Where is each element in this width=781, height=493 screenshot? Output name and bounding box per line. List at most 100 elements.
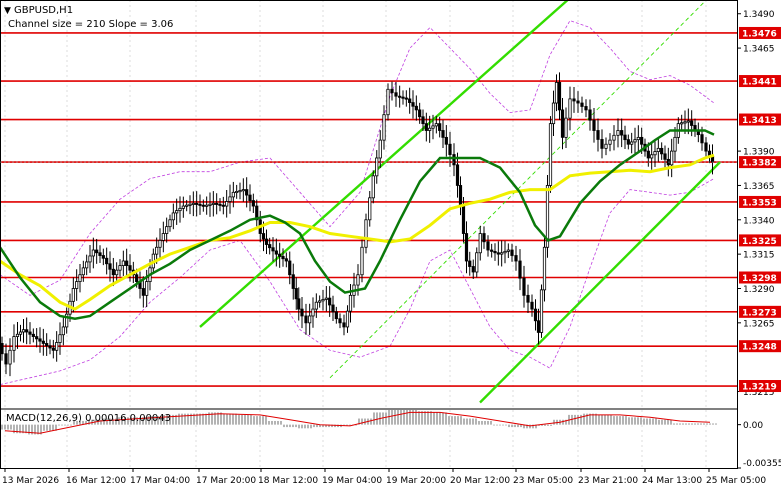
time-axis: 13 Mar 2026 16 Mar 12:00 17 Mar 04:00 17 Ma…	[2, 468, 766, 486]
macd-bar	[607, 414, 609, 425]
macd-bar	[4, 424, 6, 430]
macd-bar	[394, 410, 396, 425]
candle-body	[291, 274, 295, 289]
macd-bar	[52, 424, 54, 431]
macd-bar	[124, 417, 126, 425]
macd-bar	[391, 410, 393, 425]
candle-body	[510, 249, 514, 256]
symbol-dropdown-icon[interactable]: ▼	[4, 6, 11, 16]
macd-bar	[25, 424, 27, 434]
y-tick-label: 1.3340	[743, 216, 775, 226]
candle-body	[496, 252, 500, 255]
macd-bar	[184, 413, 186, 425]
macd-bar	[235, 413, 237, 425]
macd-bar	[403, 410, 405, 425]
macd-bar	[286, 424, 288, 428]
candle-body	[175, 210, 179, 214]
candle-body	[604, 143, 608, 149]
candle-body	[592, 119, 596, 131]
candle-body	[0, 343, 4, 355]
macd-bar	[46, 424, 48, 431]
candle-body	[438, 123, 442, 131]
macd-bar	[283, 424, 285, 428]
macd-bar	[154, 416, 156, 425]
macd-bar	[88, 419, 90, 425]
candle-body	[670, 150, 674, 166]
y-tick-label: 1.3265	[743, 319, 775, 329]
candle-body	[533, 308, 538, 322]
macd-bar	[160, 416, 162, 425]
candle-body	[65, 313, 69, 328]
macd-bar	[445, 412, 447, 425]
macd-bar	[697, 423, 699, 425]
level-label: 1.3382	[742, 159, 777, 169]
candle-body	[128, 265, 132, 271]
macd-bar	[310, 424, 312, 429]
candle-body	[195, 202, 199, 205]
candle-body	[75, 281, 79, 289]
candle-body	[51, 347, 55, 351]
level-label: 1.3325	[742, 237, 777, 247]
macd-bar	[541, 424, 543, 426]
macd-bar	[223, 413, 225, 425]
macd-bar	[121, 417, 123, 425]
macd-bar	[430, 411, 432, 425]
candle-body	[338, 318, 342, 324]
macd-bar	[382, 412, 384, 425]
macd-bar	[106, 418, 108, 425]
macd-bar	[520, 424, 522, 428]
candle-body	[421, 116, 425, 125]
candle-body	[105, 257, 109, 265]
candle-body	[205, 204, 209, 207]
candle-body	[211, 202, 215, 205]
macd-bar	[376, 412, 378, 425]
candle-body	[490, 249, 494, 252]
candle-body	[526, 294, 530, 303]
level-label-box	[739, 305, 781, 318]
candle-body	[25, 329, 29, 333]
macd-bar	[475, 418, 477, 425]
macd-signal-line	[4, 411, 711, 434]
level-label-box	[739, 156, 781, 169]
plot-border	[0, 0, 738, 469]
macd-bar	[7, 424, 9, 430]
macd-bar	[196, 413, 198, 425]
macd-bar	[496, 424, 498, 426]
level-label-box	[739, 195, 781, 208]
candle-body	[616, 130, 620, 136]
macd-bar	[409, 410, 411, 425]
macd-bar	[466, 418, 468, 425]
x-tick-label: 19 Mar 04:00	[322, 476, 382, 486]
macd-bar	[328, 424, 330, 428]
macd-bar	[400, 410, 402, 425]
candle-body	[168, 219, 172, 228]
candle-body	[35, 336, 39, 340]
price-axis: 1.3490 1.3465 1.3390 1.3365 1.3340 1.3315 1.32…	[0, 10, 781, 469]
macd-bar	[13, 424, 15, 434]
candle-body	[342, 322, 346, 328]
macd-bar	[646, 418, 648, 425]
candle-body	[115, 269, 119, 276]
moving-averages	[0, 129, 715, 320]
candle-body	[121, 260, 125, 266]
macd-bar	[346, 424, 348, 426]
candle-body	[281, 256, 285, 260]
candle-body	[88, 255, 92, 263]
macd-bar	[169, 414, 171, 425]
candle-body	[18, 331, 23, 335]
candle-body	[424, 123, 428, 131]
macd-bar	[454, 416, 456, 425]
macd-bar	[19, 424, 21, 434]
candle-body	[650, 154, 654, 159]
level-label-box	[739, 271, 781, 284]
macd-bar	[31, 424, 33, 435]
candle-body	[394, 92, 398, 97]
candle-body	[158, 240, 162, 248]
macd-bar	[547, 424, 549, 426]
candle-body	[58, 334, 62, 343]
macd-bar	[145, 417, 147, 425]
macd-bar	[418, 411, 420, 425]
candle-body	[478, 233, 482, 254]
candle-body	[441, 130, 445, 138]
macd-bar	[604, 414, 606, 425]
